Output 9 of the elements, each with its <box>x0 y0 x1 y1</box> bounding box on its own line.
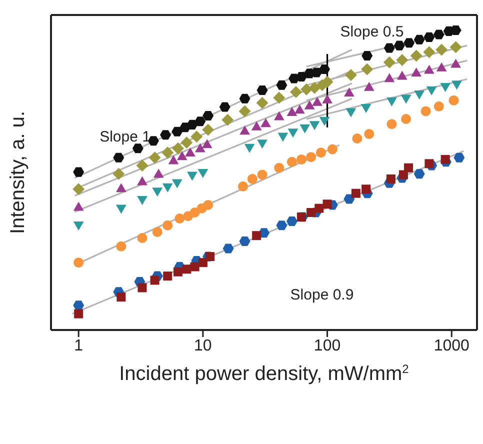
x-axis-title: Incident power density, mW/mm$^{2}$ <box>119 362 410 385</box>
x-tick-label: 1 <box>74 337 84 354</box>
x-tick-label: 10 <box>194 337 212 354</box>
y-axis-title: Intensity, a. u. <box>7 110 29 234</box>
annotation: Slope 0.5 <box>340 24 404 40</box>
annotation: Slope 0.9 <box>290 286 354 304</box>
x-tick-label: 1000 <box>434 337 470 354</box>
annotation: Slope 1 <box>100 128 150 146</box>
x-tick-label: 100 <box>314 337 341 354</box>
